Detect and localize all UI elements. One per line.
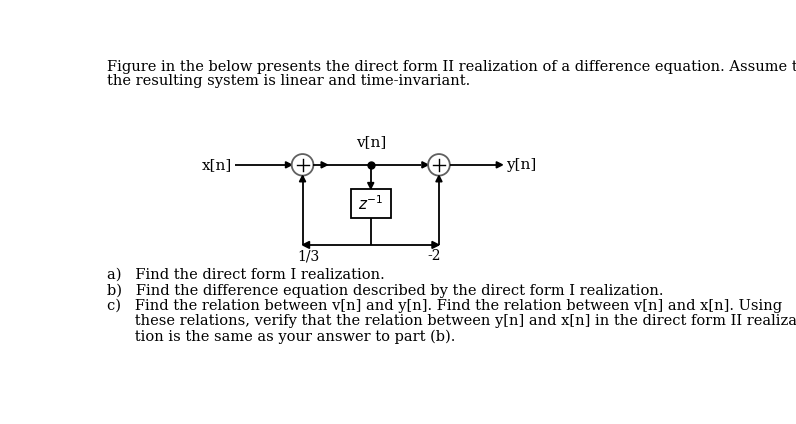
Polygon shape xyxy=(436,176,442,182)
Polygon shape xyxy=(496,162,502,168)
Polygon shape xyxy=(299,176,306,182)
Polygon shape xyxy=(368,183,374,189)
Text: b)   Find the difference equation described by the direct form I realization.: b) Find the difference equation describe… xyxy=(107,283,664,298)
Polygon shape xyxy=(286,162,291,168)
Text: 1/3: 1/3 xyxy=(298,249,320,263)
Text: a)   Find the direct form I realization.: a) Find the direct form I realization. xyxy=(107,268,385,282)
Text: -2: -2 xyxy=(427,249,441,263)
Text: these relations, verify that the relation between y[n] and x[n] in the direct fo: these relations, verify that the relatio… xyxy=(107,314,796,328)
Text: y[n]: y[n] xyxy=(506,158,537,172)
Text: $z^{-1}$: $z^{-1}$ xyxy=(358,194,384,213)
Polygon shape xyxy=(432,241,439,248)
Text: c)   Find the relation between v[n] and y[n]. Find the relation between v[n] and: c) Find the relation between v[n] and y[… xyxy=(107,299,782,313)
Polygon shape xyxy=(321,162,327,168)
Polygon shape xyxy=(302,241,310,248)
FancyBboxPatch shape xyxy=(350,189,391,218)
Text: x[n]: x[n] xyxy=(201,158,232,172)
Text: v[n]: v[n] xyxy=(356,135,386,149)
Text: Figure in the below presents the direct form II realization of a difference equa: Figure in the below presents the direct … xyxy=(107,60,796,74)
Text: tion is the same as your answer to part (b).: tion is the same as your answer to part … xyxy=(107,329,455,344)
Polygon shape xyxy=(422,162,428,168)
Text: the resulting system is linear and time-invariant.: the resulting system is linear and time-… xyxy=(107,74,470,88)
